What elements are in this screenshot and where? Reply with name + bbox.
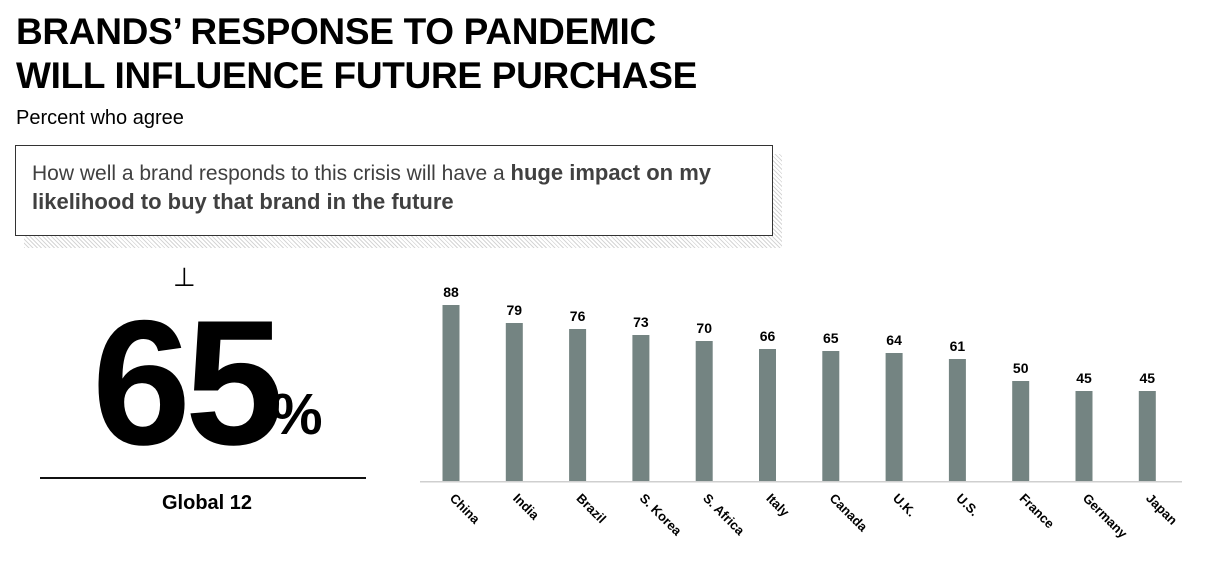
global-value: 65 [92,283,284,482]
global-tick-mark: ⊥ [173,262,196,292]
bar-s-africa [695,341,713,481]
quote-box: How well a brand responds to this crisis… [15,145,773,236]
data-label: 88 [443,284,459,300]
global-divider [40,477,366,479]
bar-france [1012,381,1030,481]
global-percent-sign: % [271,382,323,447]
quote-text-regular: How well a brand responds to this crisis… [32,162,511,185]
title-line-1: BRANDS’ RESPONSE TO PANDEMIC [16,11,656,52]
data-label: 61 [950,338,966,354]
x-tick-label: India [510,491,543,524]
data-label: 45 [1076,370,1092,386]
x-tick-label: S. Korea [637,491,685,539]
x-tick-label: Germany [1080,491,1131,542]
global-label: Global 12 [161,492,253,514]
x-tick-label: Canada [827,491,871,535]
data-label: 79 [507,302,523,318]
data-label: 73 [633,314,649,330]
bar-india [505,323,523,481]
data-label: 64 [886,332,902,348]
x-tick-label: Japan [1143,491,1180,528]
x-tick-label: Brazil [573,491,609,527]
bar-canada [822,351,840,481]
x-tick-label: China [447,491,484,528]
data-label: 65 [823,330,839,346]
x-tick-label: France [1017,491,1058,532]
bar-u-s [948,359,966,481]
data-label: 66 [760,328,776,344]
chart-title: BRANDS’ RESPONSE TO PANDEMIC WILL INFLUE… [16,10,697,98]
x-tick-label: U.S. [953,491,981,519]
bar-u-k [885,353,903,481]
x-tick-label: Italy [763,491,793,521]
bar-china [442,305,460,481]
x-tick-label: S. Africa [700,491,748,539]
quote-text-bold: huge impact on my likelihood to buy that… [32,160,712,214]
data-label: 50 [1013,360,1029,376]
bar-s-korea [632,335,650,481]
bar-japan [1138,391,1156,481]
chart-subtitle: Percent who agree [16,107,184,129]
country-bar-chart: 88 China 79 India 76 Brazil 73 S. Korea 70 S. Afr… [420,284,1182,542]
x-tick-label: U.K. [890,491,919,520]
data-label: 76 [570,308,586,324]
data-label: 70 [696,320,712,336]
title-line-2: WILL INFLUENCE FUTURE PURCHASE [16,55,697,96]
bar-italy [759,349,776,481]
bar-brazil [569,329,587,481]
bar-germany [1075,391,1093,481]
data-label: 45 [1140,370,1156,386]
